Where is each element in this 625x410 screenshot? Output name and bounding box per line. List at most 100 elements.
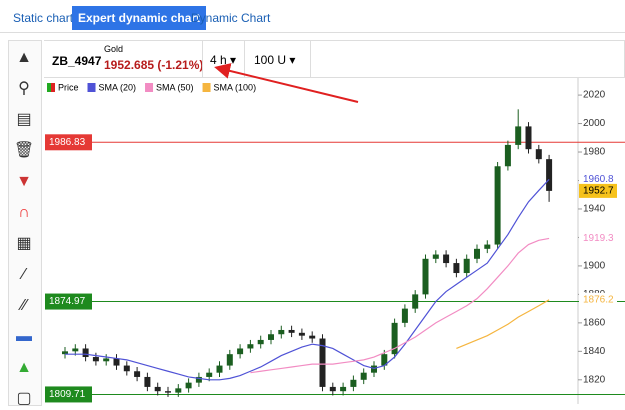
candle-body [165,391,171,393]
candle-body [494,166,501,245]
tab[interactable]: Static chart [13,11,74,25]
level-label: 1986.83 [49,137,86,148]
candle-body [371,365,377,373]
last-price-label: 1952.7 [583,186,614,197]
candle-body [515,126,522,145]
tab-bar: Static chart Expert dynamic chart Dynami… [0,0,625,33]
candle-body [474,248,480,259]
candle-body [62,351,68,355]
candle-body [206,372,213,377]
candle-body [391,322,398,355]
tool[interactable]: ▼ [16,173,32,190]
last-value-label: 1919.3 [583,233,614,244]
candle-body [247,344,254,349]
tool[interactable]: ▲ [16,359,32,376]
legend-label: SMA (100) [214,82,257,92]
y-tick-label: 1840 [583,346,606,357]
candle-body [123,365,130,372]
candle-body [504,144,511,167]
candle-body [381,354,388,366]
y-tick-label: 1940 [583,204,606,215]
candle-body [309,335,316,339]
tool[interactable]: ▤ [16,111,32,128]
symbol: ZB_4947 [52,54,102,68]
candle-body [484,244,491,249]
candle-body [175,388,182,393]
interval: 4 h [210,53,227,67]
candle-body [226,354,233,366]
candle-body [422,258,429,295]
tool[interactable]: 🗑 [13,142,35,159]
candle-body [432,254,439,259]
tool[interactable]: ∕ [22,266,26,283]
candle-body [288,329,295,333]
candle-body [329,386,336,392]
chart-header: ZB_4947 Gold 1952.685 (-1.21%) 4 h ▾ 100… [44,40,625,78]
candle-body [350,379,357,387]
tool[interactable]: ∕∕ [21,297,27,314]
tool[interactable]: ⚲ [18,80,30,97]
candle-body [268,334,274,340]
y-tick-label: 1980 [583,147,606,158]
candle-body [113,358,120,366]
candle-body [144,376,151,387]
tool[interactable]: ▬ [16,328,32,345]
quote: 1952.685 (-1.21%) [104,58,204,72]
level-label-bg [45,293,92,310]
instrument-name: Gold [104,44,124,54]
candle-body [92,357,99,362]
y-tick-label: 1960 [583,175,606,186]
sma-line [250,237,550,374]
level-label: 1874.97 [49,296,86,307]
legend-swatch [145,83,154,92]
legend-swatch [47,83,51,92]
candle-body [154,386,161,392]
last-value-label: 1876.2 [583,294,614,305]
candle-body [463,258,470,274]
tool[interactable]: ▢ [16,390,32,407]
sma-line [456,299,550,350]
sma-line [65,178,550,381]
units: 100 U [254,53,287,67]
candle-body [82,348,89,358]
level-label: 1809.71 [49,389,86,400]
last-value-bg [579,292,617,307]
legend-swatch [87,83,96,92]
candle-body [134,371,141,377]
tool[interactable]: ▦ [16,235,32,252]
candle-body [453,263,460,274]
candle-body [443,254,450,264]
candle-body [72,348,79,352]
candle-body [278,329,285,335]
candle-body [216,365,223,373]
tab-active[interactable]: Expert dynamic chart [72,6,207,30]
interval-select[interactable]: 4 h ▾ [210,53,237,67]
y-tick-label: 2020 [583,90,606,101]
candle-body [319,338,326,387]
y-tick-label: 1820 [583,374,606,385]
candle-body [257,339,264,345]
candle-body [535,149,542,160]
candle-body [103,358,110,362]
y-tick-label: 1900 [583,261,606,272]
y-tick-label: 1860 [583,317,606,328]
candle-body [237,348,244,355]
units-select[interactable]: 100 U ▾ [254,53,296,67]
tool[interactable]: ∩ [18,204,30,221]
candle-body [401,308,408,323]
candle-body [525,126,532,150]
toolbar: ▲ ⚲ ▤ 🗑 ▼ ∩ ▦ ∕ ∕∕ ▬ ▲ ▢ [8,40,42,407]
last-value-bg [579,231,617,246]
last-value-bg [579,172,617,187]
last-price-bg [579,183,617,198]
legend-label: SMA (50) [156,82,194,92]
candle-body [360,372,367,380]
candle-body [298,332,305,336]
tool[interactable]: ▲ [16,49,32,66]
y-tick-label: 1920 [583,232,606,243]
legend-label: Price [58,82,79,92]
tab[interactable]: Dynamic Chart [191,11,271,25]
candle-body [340,386,347,392]
candle-body [546,159,553,191]
candle-body [412,294,419,309]
